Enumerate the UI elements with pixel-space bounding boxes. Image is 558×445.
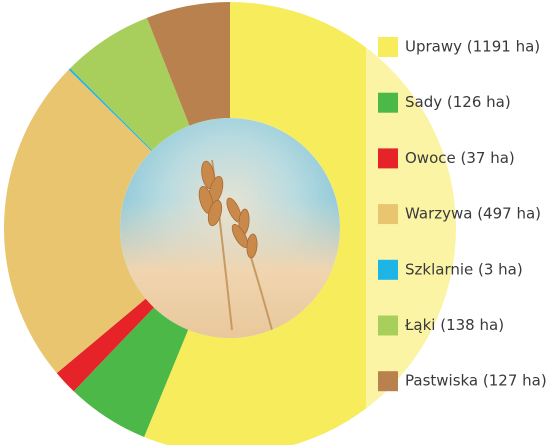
legend-swatch <box>378 148 398 169</box>
legend-swatch <box>378 315 398 336</box>
legend-swatch <box>378 37 398 57</box>
legend: Uprawy (1191 ha) Sady (126 ha) Owoce (37 h… <box>378 37 547 392</box>
legend-label: Warzywa (497 ha) <box>405 205 541 223</box>
donut-segment <box>3 69 152 374</box>
legend-swatch <box>378 259 398 280</box>
donut-segment <box>70 17 190 151</box>
legend-label: Uprawy (1191 ha) <box>405 38 540 56</box>
legend-swatch <box>378 371 398 392</box>
donut-segment <box>56 298 154 392</box>
donut-segment <box>68 68 153 151</box>
legend-swatch <box>378 204 398 225</box>
legend-label: Owoce (37 ha) <box>405 149 515 167</box>
donut-segment <box>73 307 189 438</box>
donut-segment <box>146 2 230 126</box>
legend-swatch <box>378 92 398 113</box>
legend-label: Pastwiska (127 ha) <box>405 372 547 390</box>
donut-segment <box>144 2 456 445</box>
legend-label: Szklarnie (3 ha) <box>405 260 523 278</box>
donut <box>3 2 456 445</box>
legend-label: Łąki (138 ha) <box>404 316 504 334</box>
legend-label: Sady (126 ha) <box>405 93 511 111</box>
